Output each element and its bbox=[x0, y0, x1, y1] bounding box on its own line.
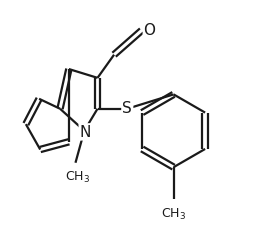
Text: CH$_3$: CH$_3$ bbox=[65, 170, 90, 185]
Text: CH$_3$: CH$_3$ bbox=[161, 206, 186, 221]
Text: O: O bbox=[143, 23, 155, 38]
Text: S: S bbox=[123, 101, 132, 116]
Text: N: N bbox=[80, 125, 91, 140]
